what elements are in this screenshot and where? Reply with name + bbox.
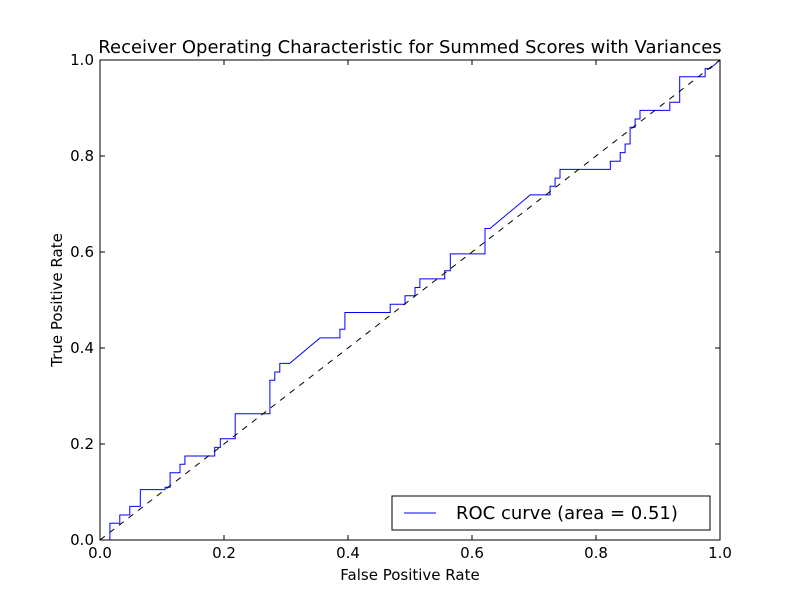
y-axis-label: True Positive Rate xyxy=(48,233,66,368)
ticks-layer: 0.0 0.2 0.4 0.6 0.8 1.0 0.0 0.2 0.4 0.6 0.8 1.0 xyxy=(70,51,732,562)
roc-curve-line xyxy=(100,59,721,541)
legend: ROC curve (area = 0.51) xyxy=(391,495,711,531)
legend-box xyxy=(391,495,711,531)
y-tick-label: 0.6 xyxy=(70,243,94,261)
y-tick-label: 0.2 xyxy=(70,435,94,453)
y-tick-label: 0.4 xyxy=(70,339,94,357)
diagonal-reference-line xyxy=(99,59,721,541)
x-tick-label: 0.6 xyxy=(460,544,484,562)
x-tick-label: 1.0 xyxy=(708,544,732,562)
y-tick-label: 0.8 xyxy=(70,147,94,165)
chart-title: Receiver Operating Characteristic for Su… xyxy=(98,37,721,58)
series-layer xyxy=(99,59,721,541)
x-tick-label: 0.8 xyxy=(584,544,608,562)
x-tick-label: 0.0 xyxy=(88,544,112,562)
x-tick-label: 0.4 xyxy=(336,544,360,562)
x-axis-label: False Positive Rate xyxy=(340,566,479,584)
y-tick-label: 1.0 xyxy=(70,51,94,69)
legend-label-roc-curve: ROC curve (area = 0.51) xyxy=(456,503,678,524)
plot-frame xyxy=(99,59,721,541)
x-tick-label: 0.2 xyxy=(212,544,236,562)
y-tick-label: 0.0 xyxy=(70,531,94,549)
